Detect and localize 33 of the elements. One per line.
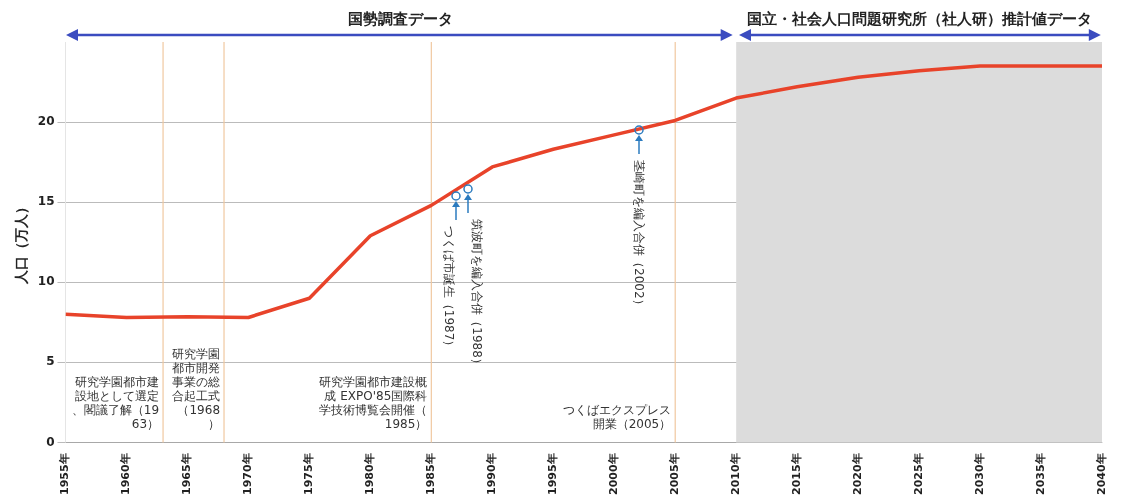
y-tick-label: 5 — [46, 354, 55, 369]
y-tick-label: 0 — [46, 434, 55, 449]
x-tick-label: 2030年 — [972, 453, 986, 496]
ref-line-label: 研究学園都市開発事業の総合起工式（1968） — [172, 346, 221, 431]
x-tick-label: 1965年 — [180, 453, 194, 496]
x-tick-label: 2025年 — [911, 453, 925, 496]
y-tick-label: 15 — [37, 194, 55, 209]
ref-line-label: つくばエクスプレス開業（2005） — [563, 402, 672, 431]
annotation: 茎崎町を編入合併（2002） — [632, 160, 647, 311]
x-tick-label: 2010年 — [729, 453, 743, 496]
x-tick-label: 1960年 — [119, 453, 133, 496]
x-tick-label: 2020年 — [850, 453, 864, 496]
x-tick-label: 1995年 — [546, 453, 560, 496]
x-tick-label: 1980年 — [363, 453, 377, 496]
x-tick-label: 1955年 — [58, 453, 72, 496]
y-tick-label: 20 — [37, 114, 55, 129]
y-tick-label: 10 — [37, 274, 55, 289]
x-tick-label: 1990年 — [485, 453, 499, 496]
ref-line-label: 研究学園都市建設概成 EXPO'85国際科学技術博覧会開催（1985） — [319, 374, 428, 431]
chart-title: 国勢調査データ — [348, 10, 454, 29]
x-tick-label: 2015年 — [790, 453, 804, 496]
x-tick-label: 2000年 — [607, 453, 621, 496]
annotation: つくば市誕生（1987） — [441, 225, 456, 353]
x-tick-label: 2040年 — [1094, 453, 1108, 496]
band-label: 国立・社会人口問題研究所（社人研）推計値データ — [746, 10, 1092, 29]
y-axis-title: 人口（万人） — [13, 200, 30, 286]
annotation: 筑波町を編入合併（1988） — [469, 219, 484, 370]
x-tick-label: 1975年 — [302, 453, 316, 496]
x-tick-label: 2035年 — [1033, 453, 1047, 496]
x-tick-label: 1970年 — [241, 453, 255, 496]
ref-line-label: 研究学園都市建設地として選定、閣議了解（1963） — [71, 374, 160, 431]
x-tick-label: 2005年 — [668, 453, 682, 496]
x-tick-label: 1985年 — [424, 453, 438, 496]
